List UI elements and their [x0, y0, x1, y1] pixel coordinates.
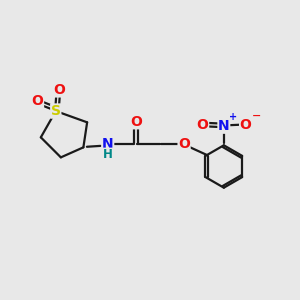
Text: N: N	[102, 137, 114, 152]
Text: O: O	[240, 118, 252, 132]
Text: S: S	[51, 104, 61, 118]
Text: +: +	[229, 112, 237, 122]
Text: O: O	[197, 118, 208, 132]
Text: −: −	[252, 111, 262, 121]
Text: H: H	[103, 148, 113, 161]
Text: O: O	[32, 94, 44, 108]
Text: O: O	[178, 137, 190, 152]
Text: O: O	[130, 115, 142, 129]
Text: O: O	[53, 83, 65, 97]
Text: N: N	[218, 119, 230, 133]
